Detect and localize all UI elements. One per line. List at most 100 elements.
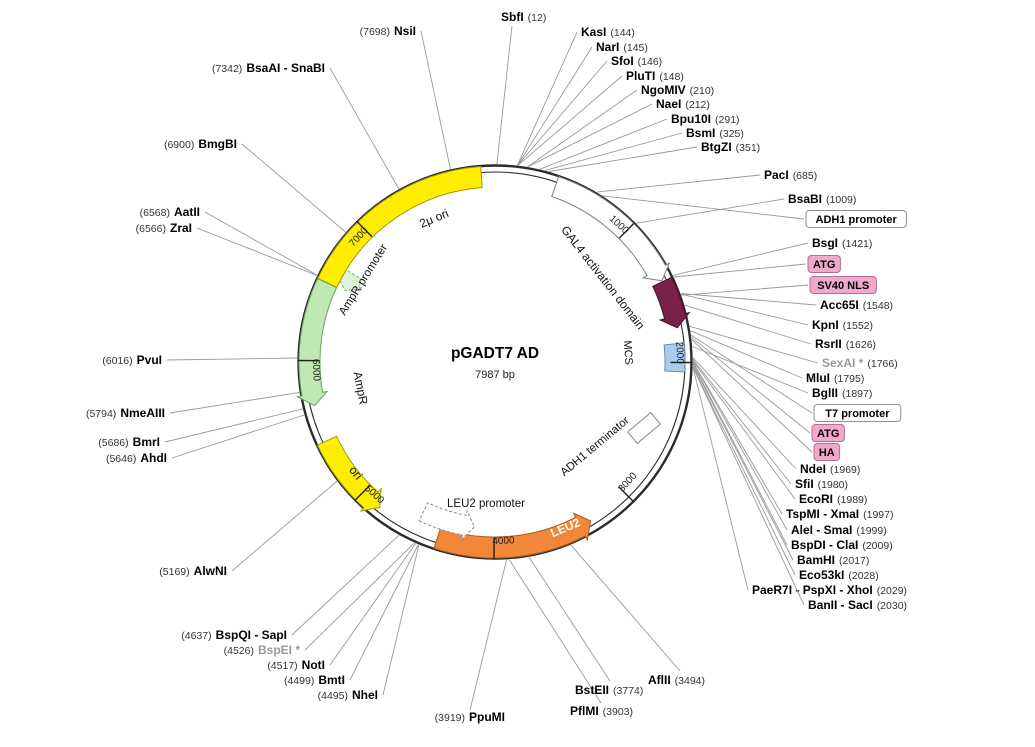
site-label-alwni: (5169)AlwNI [159, 564, 227, 578]
callout-bsaai-snabi [330, 68, 399, 189]
site-position: (1999) [856, 525, 886, 537]
site-name: BsaAI - SnaBI [246, 61, 325, 75]
feature-sv40-nls [653, 277, 690, 327]
site-position: (145) [623, 42, 648, 54]
site-label-noti: (4517)NotI [267, 658, 325, 672]
callout-nmeaiii [170, 392, 299, 413]
site-position: (3494) [675, 675, 705, 687]
site-label-naei: NaeI(212) [656, 97, 710, 111]
site-name: BmrI [133, 435, 160, 449]
site-position: (6566) [136, 223, 166, 235]
callout-pluti [518, 76, 622, 165]
site-position: (1997) [863, 509, 893, 521]
feature-label-ampr: AmpR [350, 370, 370, 406]
callout-bpu10i [540, 119, 667, 169]
feature-label-adh1-terminator: ADH1 terminator [558, 414, 631, 478]
site-position: (1897) [842, 388, 872, 400]
callout-bglii [692, 347, 808, 394]
callout-zrai [197, 228, 317, 275]
site-position: (148) [659, 71, 684, 83]
site-label-pflmi: PflMI (3903) [570, 704, 633, 718]
site-position: (5169) [159, 566, 189, 578]
callout-bmri [165, 409, 303, 442]
site-name: RsrII [815, 337, 842, 351]
callout-ndei [693, 358, 796, 469]
site-position: (4499) [284, 675, 314, 687]
callout-pvui [167, 358, 297, 360]
site-label-bsabi: BsaBI(1009) [788, 192, 856, 206]
site-name: NotI [302, 658, 325, 672]
site-label-kasi: KasI(144) [581, 25, 635, 39]
callout-kasi [517, 32, 577, 165]
tag-label-sv40-nls: SV40 NLS [817, 280, 869, 292]
site-position: (2030) [877, 600, 907, 612]
callout-alwni [232, 481, 337, 571]
site-position: (1421) [842, 238, 872, 250]
site-label-aatii: (6568)AatII [140, 205, 200, 219]
site-name: NmeAIII [120, 406, 165, 420]
site-label-zrai: (6566)ZraI [136, 221, 192, 235]
site-name: NgoMIV [641, 83, 686, 97]
site-name: NdeI [800, 462, 826, 476]
feature-label-mcs: MCS [621, 340, 635, 365]
site-name: BsmI [686, 126, 715, 140]
site-label-mlui: MluI(1795) [806, 371, 864, 385]
site-position: (12) [528, 12, 547, 24]
site-label-paci: PacI (685) [764, 168, 817, 182]
site-name: SfiI [795, 477, 814, 491]
site-position: (1795) [834, 373, 864, 385]
site-label-sfoi: SfoI(146) [611, 54, 662, 68]
site-name: BspEI * [258, 643, 300, 657]
site-label-nsii: (7698)NsiI [360, 24, 416, 38]
site-label-bpu10i: Bpu10I(291) [671, 112, 740, 126]
site-name: TspMI - XmaI [786, 507, 859, 521]
callout-sbfi [497, 26, 512, 164]
callout-paer7i-pspxi-xhoi [693, 367, 748, 590]
site-position: (2029) [877, 585, 907, 597]
tick-label-2000: 2000 [673, 341, 685, 364]
site-position: (1009) [826, 194, 856, 206]
callout-bmgbi [242, 144, 346, 232]
site-name: PvuI [137, 353, 162, 367]
site-position: (3903) [603, 706, 633, 718]
tick-label-6000: 6000 [310, 359, 322, 382]
site-label-bmgbi: (6900)BmgBI [164, 137, 237, 151]
site-position: (5686) [98, 437, 128, 449]
site-label-nari: NarI (145) [596, 40, 648, 54]
site-position: (685) [793, 170, 818, 182]
site-name: PaeR7I - PspXI - XhoI [752, 583, 873, 597]
feature-ampr [298, 279, 337, 406]
site-label-bglii: BglII(1897) [812, 386, 872, 400]
callout-atg [692, 337, 811, 433]
site-label-kpni: KpnI(1552) [812, 318, 873, 332]
tag-label-atg: ATG [813, 259, 835, 271]
callout-rsrii [685, 305, 811, 344]
site-name: NarI [596, 40, 619, 54]
tick-label-3000: 3000 [616, 470, 639, 494]
callout-bspqi-sapi [292, 535, 399, 635]
site-label-bamhi: BamHI(2017) [797, 553, 869, 567]
callout-ahdi [172, 415, 304, 458]
site-label-sexai: SexAI *(1766) [822, 356, 898, 370]
site-label-paer7i-pspxi-xhoi: PaeR7I - PspXI - XhoI (2029) [752, 583, 907, 597]
site-name: KpnI [812, 318, 839, 332]
site-name: NaeI [656, 97, 681, 111]
site-name: BsgI [812, 236, 838, 250]
site-label-bspei: (4526) BspEI * [224, 643, 301, 657]
site-name: AhdI [140, 451, 167, 465]
site-name: PacI [764, 168, 789, 182]
site-label-ecori: EcoRI(1989) [799, 492, 867, 506]
tag-label-t7-promoter: T7 promoter [825, 408, 890, 420]
callout-adh1-promoter [603, 196, 804, 219]
site-position: (4526) [224, 645, 254, 657]
callout-bmti [350, 545, 418, 681]
site-name: AatII [174, 205, 200, 219]
site-name: PflMI [570, 704, 599, 718]
site-name: Acc65I [820, 298, 859, 312]
site-name: PpuMI [469, 710, 505, 724]
tick-label-4000: 4000 [492, 535, 515, 547]
site-label-bmri: (5686) BmrI [98, 435, 160, 449]
callout-paci [597, 175, 760, 192]
site-position: (6900) [164, 139, 194, 151]
